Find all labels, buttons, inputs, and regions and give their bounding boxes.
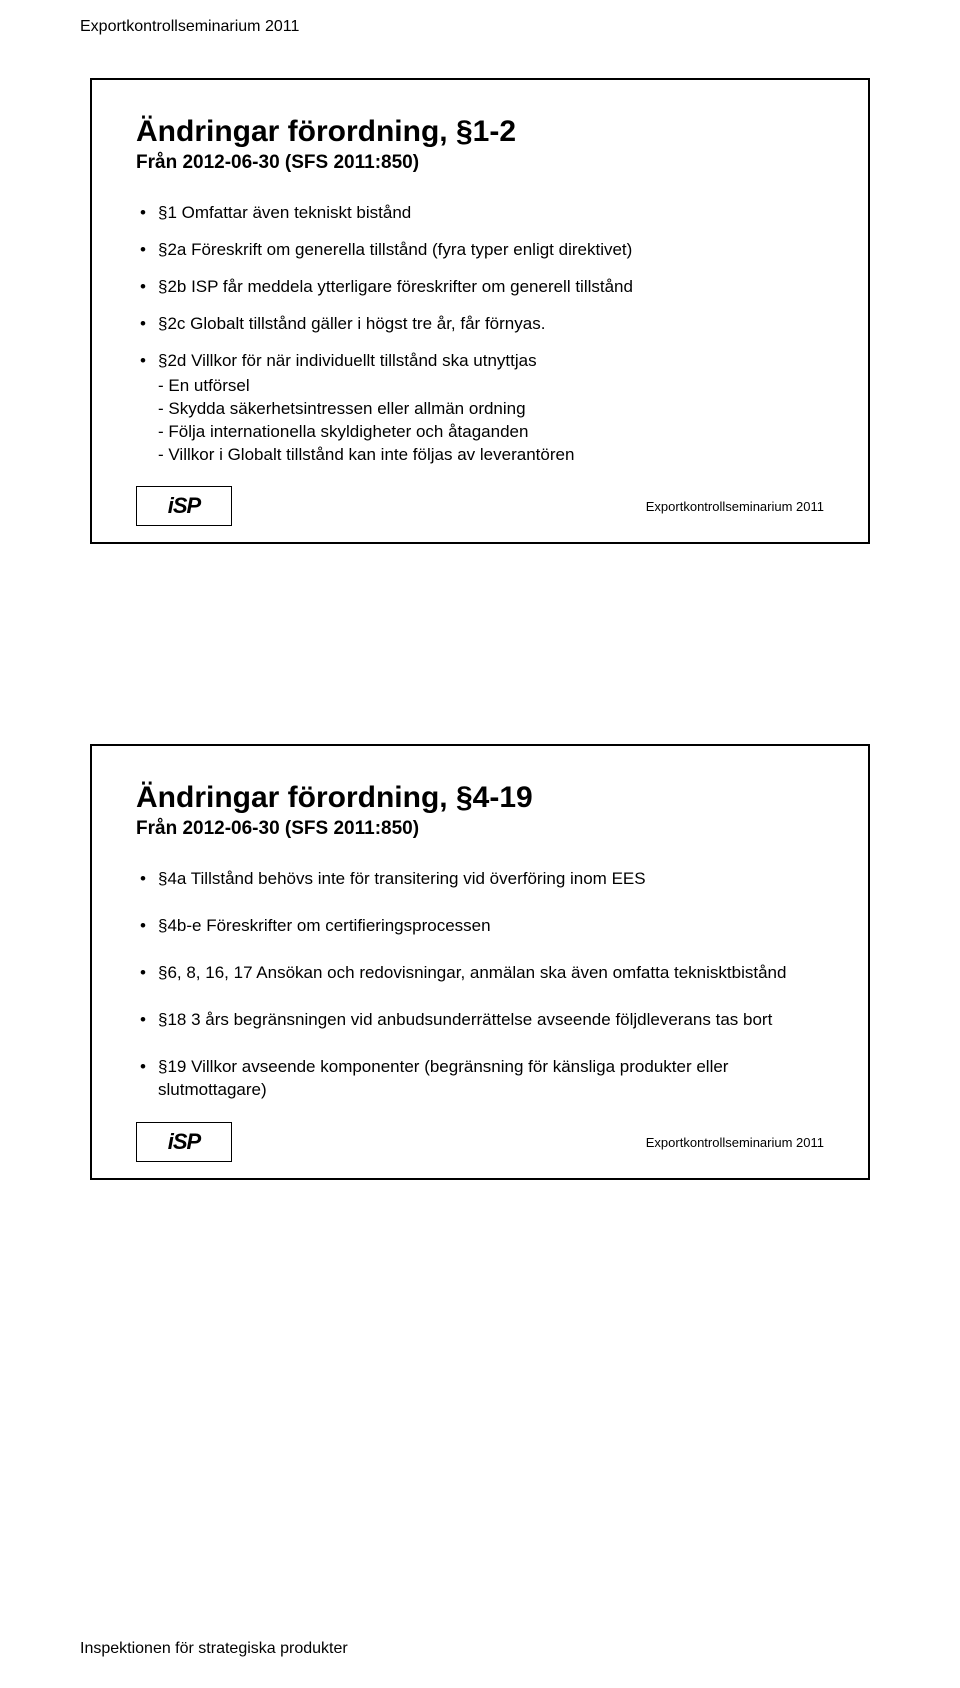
bullet-list: §1 Omfattar även tekniskt bistånd §2a Fö…: [136, 202, 824, 466]
isp-logo: iSP: [136, 1122, 232, 1162]
slide-footer: iSP Exportkontrollseminarium 2011: [136, 484, 824, 526]
page-header: Exportkontrollseminarium 2011: [80, 18, 299, 36]
bullet-item: §4a Tillstånd behövs inte för transiteri…: [136, 868, 824, 891]
slide-subtitle: Från 2012-06-30 (SFS 2011:850): [136, 152, 824, 174]
bullet-item: §2c Globalt tillstånd gäller i högst tre…: [136, 313, 824, 336]
isp-logo: iSP: [136, 486, 232, 526]
slide-subtitle: Från 2012-06-30 (SFS 2011:850): [136, 818, 824, 840]
sub-bullet-item: - Följa internationella skyldigheter och…: [158, 421, 824, 444]
sub-bullet-list: - En utförsel - Skydda säkerhetsintresse…: [158, 375, 824, 467]
slide-title: Ändringar förordning, §4-19: [136, 780, 824, 816]
bullet-item: §2b ISP får meddela ytterligare föreskri…: [136, 276, 824, 299]
page-footer: Inspektionen för strategiska produkter: [80, 1640, 348, 1658]
slide-2: Ändringar förordning, §4-19 Från 2012-06…: [90, 744, 870, 1180]
seminar-label: Exportkontrollseminarium 2011: [646, 499, 824, 514]
bullet-item: §1 Omfattar även tekniskt bistånd: [136, 202, 824, 225]
bullet-item: §4b-e Föreskrifter om certifieringsproce…: [136, 915, 824, 938]
sub-bullet-item: - Skydda säkerhetsintressen eller allmän…: [158, 398, 824, 421]
sub-bullet-item: - Villkor i Globalt tillstånd kan inte f…: [158, 444, 824, 467]
page: Exportkontrollseminarium 2011 Ändringar …: [0, 0, 960, 1688]
sub-bullet-item: - En utförsel: [158, 375, 824, 398]
bullet-item: §2d Villkor för när individuellt tillstå…: [136, 350, 824, 467]
bullet-list: §4a Tillstånd behövs inte för transiteri…: [136, 868, 824, 1102]
bullet-item: §6, 8, 16, 17 Ansökan och redovisningar,…: [136, 962, 824, 985]
bullet-item: §2a Föreskrift om generella tillstånd (f…: [136, 239, 824, 262]
bullet-item: §19 Villkor avseende komponenter (begrän…: [136, 1056, 824, 1102]
bullet-item: §18 3 års begränsningen vid anbudsunderr…: [136, 1009, 824, 1032]
slide-title: Ändringar förordning, §1-2: [136, 114, 824, 150]
seminar-label: Exportkontrollseminarium 2011: [646, 1135, 824, 1150]
slide-footer: iSP Exportkontrollseminarium 2011: [136, 1120, 824, 1162]
slide-1: Ändringar förordning, §1-2 Från 2012-06-…: [90, 78, 870, 544]
